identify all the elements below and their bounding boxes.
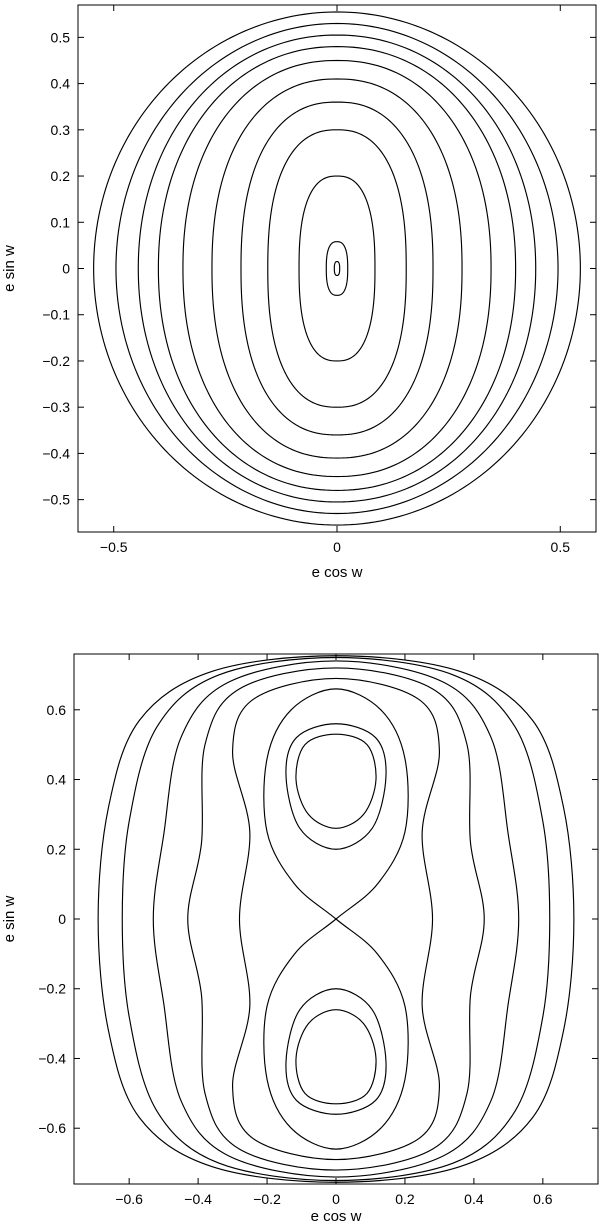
x-tick-label: −0.5 bbox=[100, 539, 128, 555]
contour-line bbox=[121, 656, 551, 1182]
y-tick-label: 0.3 bbox=[51, 122, 71, 138]
contour-line bbox=[115, 22, 559, 515]
contour-line bbox=[93, 11, 581, 526]
y-tick-label: 0 bbox=[58, 911, 66, 927]
contour-line bbox=[285, 988, 387, 1115]
contour-line bbox=[232, 677, 440, 1161]
x-tick-label: 0 bbox=[333, 539, 341, 555]
top-x-axis-label: e cos w bbox=[312, 564, 363, 581]
contour-line bbox=[325, 241, 349, 296]
contour-line bbox=[333, 260, 341, 277]
x-tick-label: −0.4 bbox=[184, 1191, 212, 1207]
x-tick-label: 0.5 bbox=[551, 539, 571, 555]
contour-line bbox=[211, 78, 463, 459]
x-tick-label: 0.2 bbox=[395, 1191, 415, 1207]
bottom-axis-ticks: −0.6 −0.4 −0.2 0 0.2 0.4 0.6 0.6 0.4 0.2 0 −0.2 −0.4… bbox=[38, 654, 598, 1207]
bottom-plot: −0.6 −0.4 −0.2 0 0.2 0.4 0.6 0.6 0.4 0.2 0 −0.2 −0.4… bbox=[1, 653, 599, 1225]
top-plot-frame bbox=[77, 4, 597, 533]
contour-line bbox=[137, 34, 537, 503]
x-tick-label: −0.6 bbox=[115, 1191, 143, 1207]
x-tick-label: 0 bbox=[332, 1191, 340, 1207]
y-tick-label: −0.2 bbox=[42, 353, 70, 369]
x-tick-label: 0.6 bbox=[533, 1191, 553, 1207]
y-tick-label: −0.3 bbox=[42, 399, 70, 415]
y-tick-label: 0.1 bbox=[51, 214, 71, 230]
contour-line bbox=[285, 723, 387, 850]
top-y-axis-label: e sin w bbox=[1, 245, 18, 292]
contour-line bbox=[263, 688, 409, 1150]
top-axis-ticks: −0.5 0 0.5 0.5 0.4 0.3 0.2 0.1 0 −0.1 −0.2 −0.3 −0.4… bbox=[42, 5, 596, 555]
y-tick-label: 0.5 bbox=[51, 29, 71, 45]
y-tick-label: −0.1 bbox=[42, 307, 70, 323]
contour-line bbox=[97, 655, 575, 1183]
contour-line bbox=[157, 46, 517, 491]
contour-line bbox=[295, 733, 377, 829]
y-tick-label: 0.4 bbox=[47, 772, 67, 788]
y-tick-label: −0.5 bbox=[42, 492, 70, 508]
contour-line bbox=[295, 1009, 377, 1105]
contour-line bbox=[267, 129, 407, 408]
top-contours bbox=[93, 11, 581, 526]
contour-line bbox=[298, 175, 376, 362]
y-tick-label: −0.4 bbox=[38, 1050, 66, 1066]
bottom-contours bbox=[97, 655, 575, 1183]
y-tick-label: 0.6 bbox=[47, 702, 67, 718]
y-tick-label: 0 bbox=[62, 261, 70, 277]
contour-line bbox=[240, 101, 434, 436]
x-tick-label: 0.4 bbox=[464, 1191, 484, 1207]
contour-line bbox=[187, 667, 485, 1171]
y-tick-label: 0.2 bbox=[47, 841, 67, 857]
y-tick-label: −0.4 bbox=[42, 445, 70, 461]
y-tick-label: −0.2 bbox=[38, 981, 66, 997]
y-tick-label: 0.2 bbox=[51, 168, 71, 184]
x-tick-label: −0.2 bbox=[253, 1191, 281, 1207]
top-plot: −0.5 0 0.5 0.5 0.4 0.3 0.2 0.1 0 −0.1 −0.2 −0.3 −0.4… bbox=[1, 4, 597, 581]
y-tick-label: −0.6 bbox=[38, 1120, 66, 1136]
y-tick-label: 0.4 bbox=[51, 76, 71, 92]
bottom-x-axis-label: e cos w bbox=[311, 1208, 362, 1225]
contour-line bbox=[152, 660, 520, 1178]
bottom-y-axis-label: e sin w bbox=[1, 895, 18, 942]
contour-line bbox=[182, 59, 492, 478]
